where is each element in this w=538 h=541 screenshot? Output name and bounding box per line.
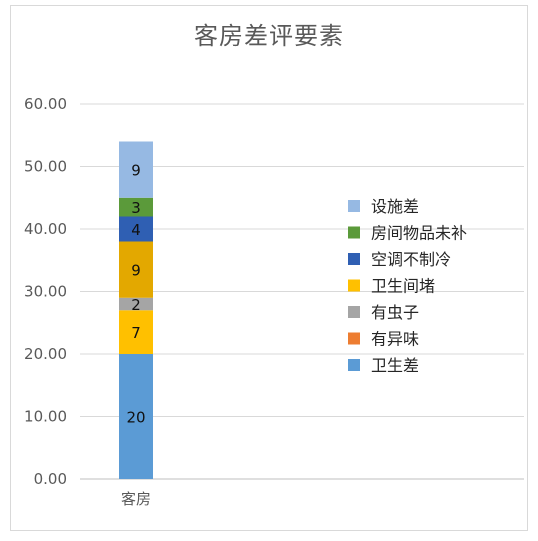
bar-segment xyxy=(119,354,153,479)
y-tick-label: 20.00 xyxy=(24,345,67,363)
legend-swatch xyxy=(348,226,360,239)
bar-segment xyxy=(119,310,153,354)
data-label: 4 xyxy=(131,221,141,239)
y-tick-label: 40.00 xyxy=(24,220,67,238)
data-label: 3 xyxy=(131,199,141,217)
legend-label: 房间物品未补 xyxy=(371,224,467,243)
legend-swatch xyxy=(348,332,360,345)
legend-label: 有异味 xyxy=(371,330,419,349)
chart-frame xyxy=(10,5,528,531)
legend-swatch xyxy=(348,306,360,318)
legend-label: 有虫子 xyxy=(371,303,419,322)
legend-swatch xyxy=(348,279,360,292)
y-tick-label: 60.00 xyxy=(24,95,67,113)
bar-segment xyxy=(119,297,153,311)
data-label: 9 xyxy=(131,262,141,280)
data-label: 7 xyxy=(131,324,141,342)
bar-segment xyxy=(119,241,153,298)
category-label: 客房 xyxy=(121,490,151,508)
legend-label: 空调不制冷 xyxy=(371,250,451,269)
bar-segment xyxy=(119,197,153,217)
legend-swatch xyxy=(348,253,360,265)
data-label: 9 xyxy=(131,162,141,180)
y-tick-label: 0.00 xyxy=(34,470,67,488)
data-label: 2 xyxy=(131,296,141,314)
y-tick-label: 10.00 xyxy=(24,408,67,426)
chart-title: 客房差评要素 xyxy=(194,22,344,50)
data-label: 20 xyxy=(126,409,145,427)
bar-segment xyxy=(119,141,153,198)
legend-swatch xyxy=(348,359,360,371)
legend-label: 卫生间堵 xyxy=(371,277,435,296)
bar-segment xyxy=(119,216,153,242)
y-tick-label: 30.00 xyxy=(24,283,67,301)
legend-label: 设施差 xyxy=(371,197,419,216)
legend-label: 卫生差 xyxy=(371,356,419,375)
y-tick-label: 50.00 xyxy=(24,158,67,176)
legend-swatch xyxy=(348,200,360,212)
